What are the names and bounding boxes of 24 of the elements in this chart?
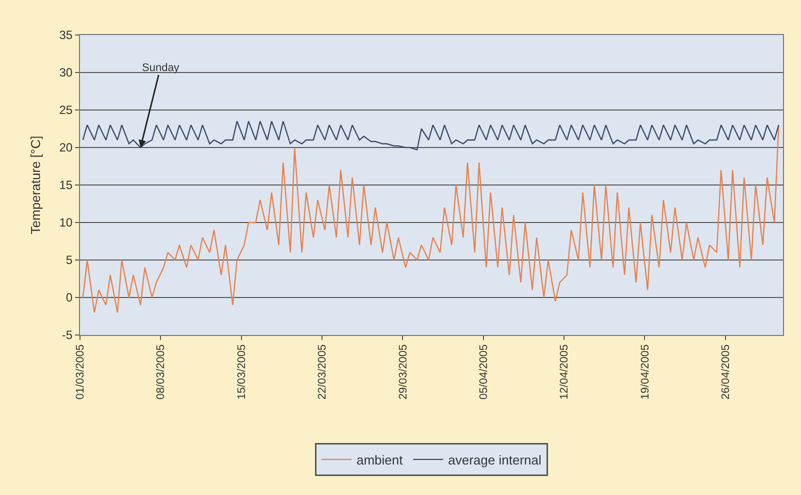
y-tick-label: 35 — [59, 28, 73, 42]
y-tick-label: 20 — [59, 140, 73, 155]
y-tick-label: 5 — [66, 253, 73, 268]
x-tick-label: 01/03/2005 — [74, 344, 87, 400]
x-tick-label: 26/04/2005 — [720, 344, 732, 400]
legend-label: ambient — [356, 452, 404, 468]
y-axis-title: Temperature [°C] — [28, 136, 44, 234]
line-series — [82, 120, 780, 150]
x-tick-label: 12/04/2005 — [558, 344, 571, 400]
x-tick-label: 15/03/2005 — [236, 344, 248, 400]
y-tick-label: 10 — [59, 216, 73, 230]
y-tick-label: 0 — [66, 290, 73, 305]
x-tick-label: 05/04/2005 — [478, 344, 490, 400]
y-tick-label: 15 — [59, 178, 73, 192]
y-tick-label: 30 — [59, 66, 73, 80]
x-tick-label: 08/03/2005 — [155, 344, 168, 400]
y-tick-label: 25 — [59, 103, 73, 118]
x-tick-label: 29/03/2005 — [397, 344, 410, 400]
annotation: Sunday — [142, 62, 180, 74]
y-tick-label: -5 — [62, 328, 73, 342]
x-tick-label: 22/03/2005 — [316, 344, 329, 400]
x-tick-label: 19/04/2005 — [639, 344, 652, 400]
legend-label: average internal — [448, 452, 542, 468]
line-series — [82, 124, 780, 314]
